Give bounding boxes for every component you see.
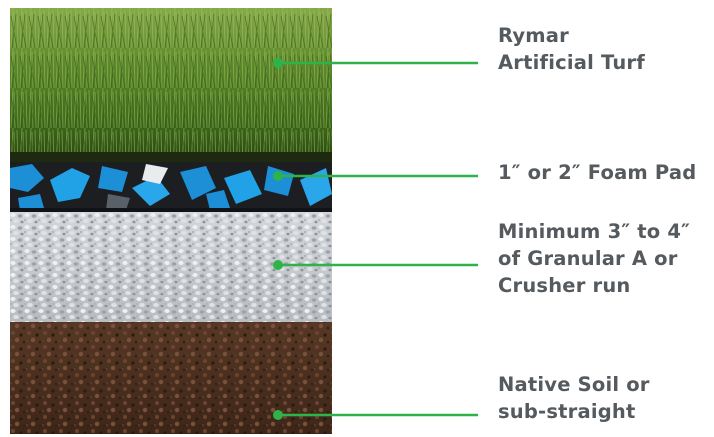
label-turf: Rymar Artificial Turf: [498, 22, 645, 76]
soil-layer: [10, 322, 332, 434]
label-foam-line-1: 1″ or 2″ Foam Pad: [498, 161, 697, 184]
label-foam: 1″ or 2″ Foam Pad: [498, 159, 696, 186]
label-soil-line-1: Native Soil or: [498, 373, 650, 396]
turf-layer: [10, 8, 332, 162]
label-granular-line-3: Crusher run: [498, 274, 631, 297]
label-soil-line-2: sub-straight: [498, 400, 636, 423]
gravel-layer: [10, 212, 332, 322]
label-granular-line-1: Minimum 3″ to 4″: [498, 220, 691, 243]
label-turf-line-2: Artificial Turf: [498, 51, 645, 74]
label-turf-line-1: Rymar: [498, 24, 569, 47]
label-soil: Native Soil or sub-straight: [498, 371, 650, 425]
cross-section-image: [10, 8, 332, 434]
foam-pad-layer: [10, 162, 332, 212]
label-granular-line-2: of Granular A or: [498, 247, 678, 270]
label-granular: Minimum 3″ to 4″ of Granular A or Crushe…: [498, 218, 690, 299]
